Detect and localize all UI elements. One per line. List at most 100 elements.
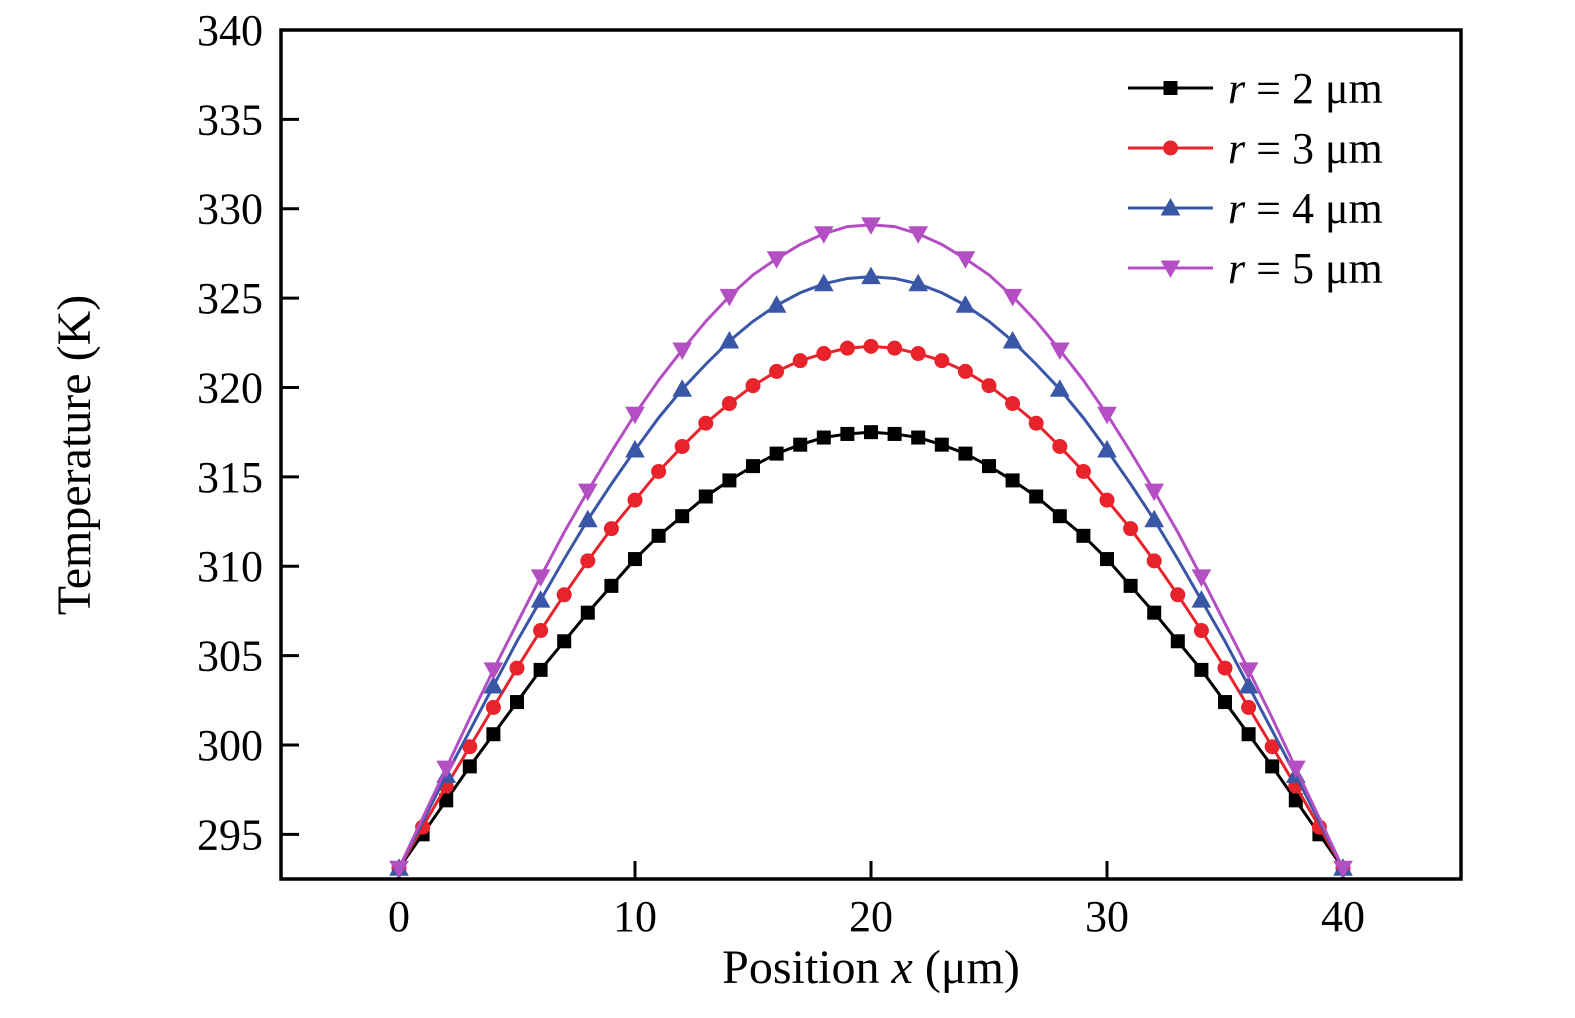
series-1: [392, 425, 1350, 876]
triangle-up-marker: [530, 590, 551, 608]
circle-marker: [981, 378, 997, 394]
x-tick-label: 0: [388, 892, 410, 941]
square-marker: [1241, 727, 1256, 742]
circle-marker: [698, 415, 714, 431]
circle-marker: [1163, 140, 1178, 156]
circle-marker: [603, 521, 619, 537]
legend-label: r = 2 μm: [1228, 64, 1383, 113]
square-marker: [887, 426, 902, 441]
circle-marker: [485, 699, 501, 715]
series-2: [391, 338, 1351, 876]
triangle-down-marker: [1097, 406, 1117, 425]
x-axis-label: Position x (μm): [722, 941, 1020, 994]
axis-ticks: 0 10 20 30 40 295 300 305 310 315 320 325 330 335 340: [197, 6, 1365, 941]
square-marker: [1076, 528, 1091, 543]
y-tick-label: 315: [197, 453, 263, 502]
triangle-up-marker: [861, 266, 881, 285]
series-4: [389, 217, 1353, 879]
square-marker: [1123, 578, 1138, 593]
triangle-down-marker: [1160, 260, 1181, 279]
x-tick-label: 10: [613, 892, 657, 941]
square-marker: [462, 759, 477, 774]
triangle-down-marker: [1285, 760, 1306, 779]
square-marker: [604, 578, 619, 593]
circle-marker: [863, 338, 879, 354]
triangle-down-marker: [1333, 860, 1353, 879]
square-marker: [486, 727, 501, 742]
y-tick-label: 300: [197, 721, 263, 770]
x-tick-label: 20: [849, 892, 893, 941]
circle-marker: [839, 340, 855, 356]
legend: r = 2 μm r = 3 μm r = 4 μm r = 5 μm: [1128, 64, 1383, 293]
square-marker: [840, 426, 855, 441]
triangle-up-marker: [955, 295, 976, 313]
legend-item-2: r = 3 μm: [1128, 124, 1383, 173]
circle-marker: [1075, 463, 1091, 479]
circle-marker: [651, 463, 667, 479]
circle-marker: [887, 340, 903, 356]
triangle-down-marker: [719, 288, 740, 307]
y-tick-label: 325: [197, 274, 263, 323]
triangle-up-marker: [1191, 590, 1212, 608]
legend-label: r = 5 μm: [1228, 244, 1383, 293]
square-marker: [1163, 81, 1178, 95]
square-marker: [793, 437, 808, 452]
square-marker: [533, 662, 548, 677]
circle-marker: [533, 623, 549, 639]
circle-marker: [627, 492, 643, 508]
square-marker: [1100, 552, 1114, 567]
square-marker: [628, 552, 642, 567]
square-marker: [1052, 509, 1067, 524]
square-marker: [769, 446, 784, 461]
triangle-up-marker: [908, 273, 929, 292]
square-marker: [982, 459, 996, 474]
triangle-down-marker: [861, 217, 881, 235]
circle-marker: [1099, 492, 1115, 508]
y-tick-label: 320: [197, 363, 263, 412]
triangle-down-marker: [389, 860, 409, 879]
circle-marker: [509, 660, 525, 676]
square-marker: [651, 528, 666, 543]
square-marker: [911, 430, 926, 445]
circle-marker: [674, 438, 690, 454]
y-tick-label: 335: [197, 95, 263, 144]
triangle-up-marker: [719, 330, 740, 349]
circle-marker: [792, 353, 808, 369]
triangle-up-marker: [766, 295, 787, 313]
square-marker: [1147, 605, 1162, 620]
triangle-up-marker: [1097, 440, 1117, 458]
circle-marker: [1028, 415, 1044, 431]
circle-marker: [1170, 587, 1186, 603]
triangle-down-marker: [1238, 662, 1259, 680]
circle-marker: [934, 353, 950, 369]
square-marker: [1170, 634, 1185, 649]
circle-marker: [1193, 623, 1209, 639]
circle-marker: [957, 363, 973, 379]
triangle-up-marker: [1002, 330, 1023, 349]
square-marker: [580, 605, 595, 620]
y-tick-label: 330: [197, 185, 263, 234]
triangle-up-marker: [483, 675, 504, 694]
triangle-up-marker: [1160, 197, 1181, 216]
square-marker: [746, 459, 760, 474]
triangle-down-marker: [483, 662, 504, 680]
circle-marker: [721, 396, 737, 412]
triangle-down-marker: [530, 569, 551, 587]
triangle-up-marker: [813, 273, 834, 292]
triangle-down-marker: [436, 760, 457, 779]
legend-label: r = 4 μm: [1228, 184, 1383, 233]
triangle-down-marker: [766, 251, 787, 269]
plot-frame: [279, 28, 1463, 881]
square-marker: [722, 473, 737, 488]
triangle-down-marker: [577, 483, 598, 502]
square-marker: [698, 489, 713, 504]
y-axis-label: Temperature (K): [48, 295, 101, 615]
triangle-up-marker: [577, 509, 598, 528]
triangle-down-marker: [1191, 569, 1212, 587]
circle-marker: [1052, 438, 1068, 454]
legend-item-3: r = 4 μm: [1128, 184, 1383, 233]
circle-marker: [1217, 660, 1233, 676]
y-tick-label: 310: [197, 542, 263, 591]
x-tick-label: 30: [1085, 892, 1129, 941]
legend-item-1: r = 2 μm: [1128, 64, 1383, 113]
